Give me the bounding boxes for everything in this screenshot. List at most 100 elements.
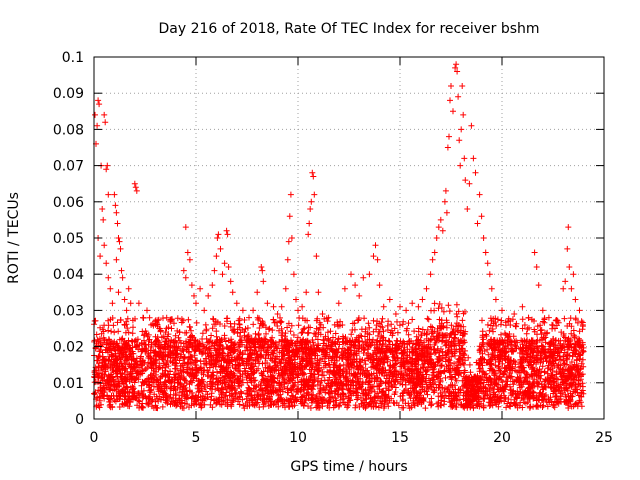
data-point [333,385,340,392]
data-point [392,384,399,391]
data-point [171,383,178,390]
data-point [405,387,412,394]
data-point [209,325,216,332]
data-point [416,389,423,396]
data-point [303,345,310,352]
data-point [436,316,443,323]
data-point [282,346,289,352]
data-point [256,325,263,331]
data-point [349,352,356,358]
data-point [107,386,114,393]
data-point [418,332,424,338]
data-point [425,316,432,323]
data-point [496,365,503,372]
data-point [332,397,339,404]
data-point [197,393,204,400]
data-point [145,355,152,361]
data-point [580,344,587,351]
data-point [366,378,373,385]
data-point [310,342,317,349]
data-point [564,384,570,391]
data-point [160,356,166,363]
data-point [299,370,306,377]
data-point [98,364,105,371]
data-point [277,364,284,371]
data-point [573,374,580,381]
data-point [401,361,408,368]
data-point [95,374,102,381]
data-point [140,332,147,339]
data-point [382,379,389,386]
data-point [339,370,346,377]
data-point [391,400,398,407]
data-point [374,337,381,344]
data-point [248,379,255,386]
data-point [530,348,537,355]
data-point [289,360,296,367]
data-point [99,359,105,366]
data-point [481,395,487,402]
data-point [497,353,504,360]
data-point [288,399,295,406]
data-point [325,398,332,405]
data-point [503,404,510,411]
data-point [448,338,455,345]
data-point [248,392,255,399]
data-point [415,342,422,349]
data-point [342,376,349,383]
data-point [379,388,386,395]
data-point [350,388,357,395]
data-point [228,369,235,376]
data-point [310,339,316,346]
data-point [551,378,558,385]
data-point [484,359,491,366]
data-point [345,395,352,402]
data-point [358,333,365,340]
data-point [275,403,282,410]
data-point [363,396,370,403]
data-point [276,338,283,345]
data-point [548,384,554,391]
data-point [394,329,401,336]
data-point [460,339,467,346]
data-point [376,338,383,345]
data-point [379,342,386,349]
data-point [403,352,410,359]
data-point [426,344,432,351]
data-point [502,343,509,350]
data-point [558,344,565,351]
data-point [204,372,211,379]
data-point [443,337,450,344]
data-point [335,369,342,376]
data-point [422,405,429,412]
data-point [292,368,299,375]
data-point [451,392,458,399]
data-point [164,357,171,364]
data-point [122,348,129,355]
data-point [336,341,343,348]
data-point [183,394,190,401]
data-point [503,381,510,388]
data-point [380,328,387,335]
data-point [462,357,468,364]
data-point [108,328,115,335]
data-point [171,320,177,327]
data-point [154,334,161,340]
data-point [178,372,185,379]
data-point [111,329,118,336]
data-point [489,350,496,357]
data-point [378,400,385,407]
data-point [238,356,245,363]
data-point [459,332,466,339]
data-point [439,392,446,399]
data-point [150,359,157,366]
data-point [410,340,417,347]
data-point [548,338,555,345]
data-point [276,372,283,379]
data-point [130,355,137,362]
data-point [198,364,204,371]
data-point [361,315,368,322]
data-point [503,374,510,381]
data-point [236,315,243,322]
data-point [185,348,192,355]
